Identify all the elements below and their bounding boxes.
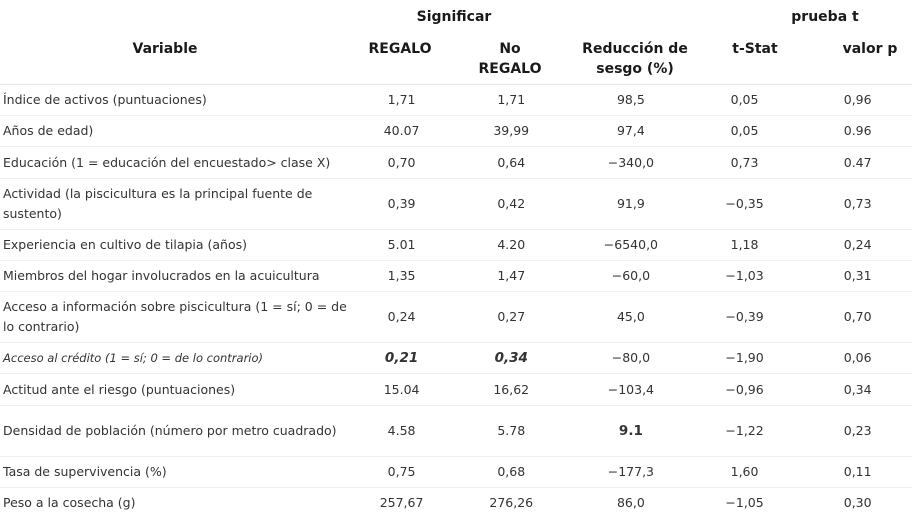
regalo-cell: 1,71 — [387, 92, 416, 107]
reduccion-cell: −340,0 — [607, 154, 655, 170]
reduccion-cell: 45,0 — [616, 309, 645, 324]
no-regalo-cell: 16,62 — [493, 381, 530, 397]
pvalue-cell: 0,31 — [843, 268, 872, 283]
pvalue-cell: 0,96 — [843, 92, 872, 107]
tstat-cell: −1,22 — [725, 423, 764, 438]
reduccion-cell: −80,0 — [611, 350, 651, 365]
table-row: Peso a la cosecha (g) 257,67 276,26 86,0… — [0, 487, 912, 519]
variable-cell: Acceso al crédito (1 = sí; 0 = de lo con… — [3, 351, 264, 365]
tstat-cell: −0,35 — [725, 196, 764, 211]
regalo-cell: 0,75 — [387, 464, 416, 479]
table-row: Actitud ante el riesgo (puntuaciones) 15… — [0, 373, 912, 406]
variable-cell: Densidad de población (número por metro … — [3, 423, 337, 438]
variable-cell: Peso a la cosecha (g) — [3, 495, 136, 511]
table-row: Índice de activos (puntuaciones) 1,71 1,… — [0, 84, 912, 116]
tstat-cell: −1,05 — [725, 495, 764, 511]
no-regalo-cell: 276,26 — [489, 495, 534, 511]
pvalue-cell: 0,06 — [843, 350, 872, 365]
no-regalo-cell: 39,99 — [493, 123, 530, 138]
header-regalo: REGALO — [368, 41, 432, 57]
variable-cell: Índice de activos (puntuaciones) — [3, 92, 207, 107]
tstat-cell: 1,18 — [730, 237, 759, 252]
regalo-cell: 1,35 — [387, 268, 416, 283]
regalo-cell: 0,24 — [387, 309, 416, 324]
table-row: Educación (1 = educación del encuestado>… — [0, 146, 912, 179]
table-row: Tasa de supervivencia (%) 0,75 0,68 −177… — [0, 456, 912, 488]
regalo-cell: 5.01 — [387, 237, 416, 252]
reduccion-cell: 91,9 — [616, 196, 645, 211]
tstat-cell: 1,60 — [730, 464, 759, 479]
header-group-mean: Significar — [416, 9, 492, 25]
tstat-cell: −1,90 — [725, 350, 764, 365]
no-regalo-cell: 1,71 — [497, 92, 526, 107]
pvalue-cell: 0,34 — [843, 381, 872, 397]
variable-cell: Tasa de supervivencia (%) — [3, 464, 167, 479]
table-row: Miembros del hogar involucrados en la ac… — [0, 260, 912, 292]
header-variable: Variable — [132, 41, 198, 57]
tstat-cell: 0,05 — [730, 123, 759, 138]
tstat-cell: −0,96 — [725, 381, 764, 397]
pvalue-cell: 0,70 — [843, 309, 872, 324]
no-regalo-cell: 4.20 — [497, 237, 526, 252]
regalo-cell: 0,39 — [387, 196, 416, 211]
reduccion-cell: −6540,0 — [603, 237, 658, 252]
reduccion-cell: 98,5 — [616, 92, 645, 107]
header-pvalue: valor p — [842, 41, 898, 57]
table-row: Densidad de población (número por metro … — [0, 405, 912, 457]
reduccion-cell: 86,0 — [616, 495, 645, 511]
pvalue-cell: 0.47 — [843, 154, 872, 170]
reduccion-cell: 9.1 — [618, 423, 643, 439]
no-regalo-cell: 0,42 — [497, 196, 526, 211]
reduccion-cell: −103,4 — [607, 381, 655, 397]
results-table: Índice de activos (puntuaciones) 1,71 1,… — [0, 84, 912, 519]
header-reduccion: Reducción de sesgo (%) — [582, 41, 688, 77]
no-regalo-cell: 0,68 — [497, 464, 526, 479]
tstat-cell: −1,03 — [725, 268, 764, 283]
no-regalo-cell: 1,47 — [497, 268, 526, 283]
table-row: Años de edad) 40.07 39,99 97,4 0,05 0.96 — [0, 115, 912, 147]
table-row: Actividad (la piscicultura es la princip… — [0, 178, 912, 230]
reduccion-cell: 97,4 — [616, 123, 645, 138]
header-no-regalo: No REGALO — [478, 41, 542, 77]
table-row: Acceso a información sobre piscicultura … — [0, 291, 912, 343]
regalo-cell: 40.07 — [383, 123, 420, 138]
tstat-cell: −0,39 — [725, 309, 764, 324]
variable-cell: Miembros del hogar involucrados en la ac… — [3, 268, 320, 283]
variable-cell: Acceso a información sobre piscicultura … — [3, 299, 347, 334]
variable-cell: Actitud ante el riesgo (puntuaciones) — [3, 381, 236, 397]
no-regalo-cell: 0,34 — [494, 350, 528, 366]
pvalue-cell: 0,11 — [843, 464, 872, 479]
no-regalo-cell: 0,27 — [497, 309, 526, 324]
pvalue-cell: 0,23 — [843, 423, 872, 438]
tstat-cell: 0,73 — [730, 154, 759, 170]
pvalue-cell: 0.96 — [843, 123, 872, 138]
reduccion-cell: −177,3 — [607, 464, 655, 479]
tstat-cell: 0,05 — [730, 92, 759, 107]
variable-cell: Actividad (la piscicultura es la princip… — [3, 186, 313, 221]
header-group-ttest: prueba t — [791, 9, 859, 25]
no-regalo-cell: 5.78 — [497, 423, 526, 438]
regalo-cell: 0,70 — [387, 154, 416, 170]
reduccion-cell: −60,0 — [611, 268, 651, 283]
table-row: Experiencia en cultivo de tilapia (años)… — [0, 229, 912, 261]
regalo-cell: 4.58 — [387, 423, 416, 438]
variable-cell: Años de edad) — [3, 123, 94, 138]
regalo-cell: 0,21 — [384, 350, 419, 366]
pvalue-cell: 0,30 — [843, 495, 872, 511]
table-row: Acceso al crédito (1 = sí; 0 = de lo con… — [0, 342, 912, 374]
variable-cell: Educación (1 = educación del encuestado>… — [3, 154, 331, 170]
header-tstat: t-Stat — [732, 41, 778, 57]
regalo-cell: 257,67 — [379, 495, 424, 511]
pvalue-cell: 0,73 — [843, 196, 872, 211]
regalo-cell: 15.04 — [383, 381, 420, 397]
no-regalo-cell: 0,64 — [497, 154, 526, 170]
variable-cell: Experiencia en cultivo de tilapia (años) — [3, 237, 248, 252]
pvalue-cell: 0,24 — [843, 237, 872, 252]
